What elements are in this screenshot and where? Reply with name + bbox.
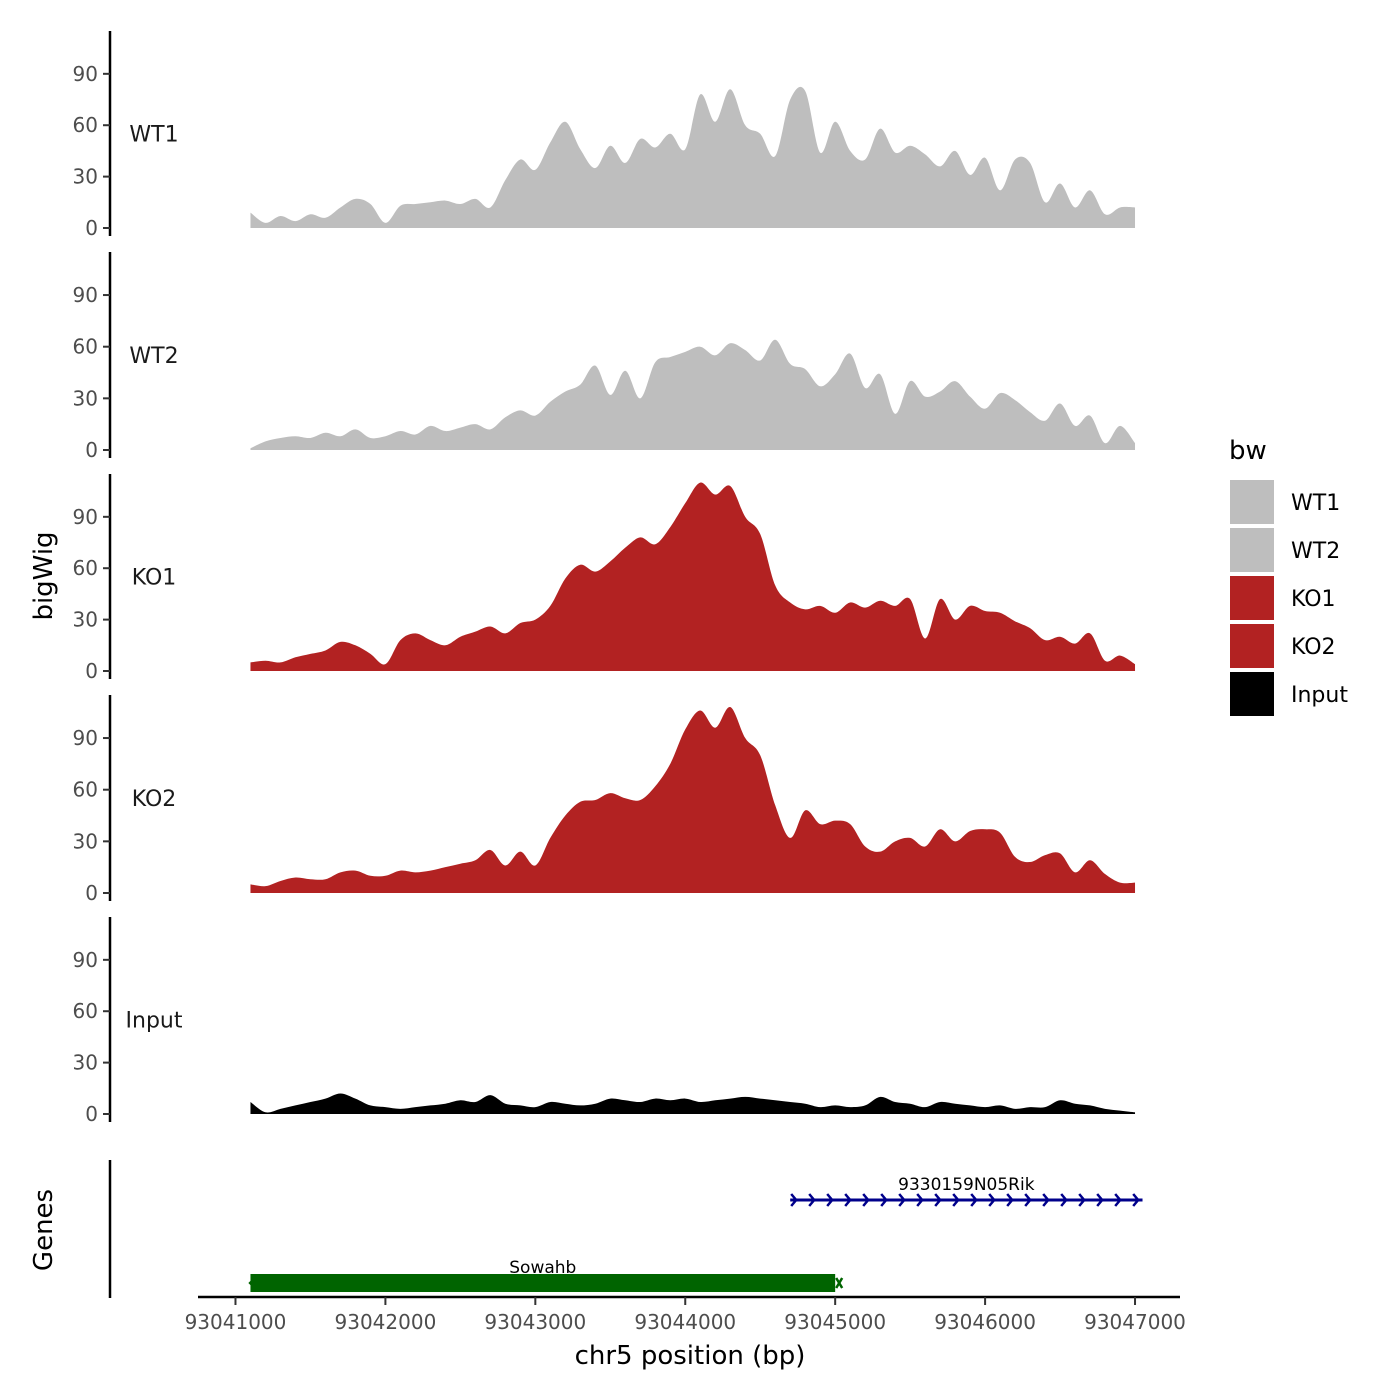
y-tick-label: 60: [73, 335, 98, 359]
genes-axis-title: Genes: [29, 1189, 59, 1271]
x-axis: 93041000 93042000 93043000 93044000 93045000…: [185, 1295, 1186, 1334]
legend-label: WT1: [1291, 491, 1340, 516]
gene-end-mark: [835, 1277, 844, 1289]
strand-arrow: [880, 1193, 888, 1207]
strand-arrow: [1114, 1193, 1122, 1207]
legend-label: KO2: [1291, 635, 1336, 660]
legend-item-ko1: KO1: [1230, 576, 1336, 620]
legend-label: KO1: [1291, 587, 1336, 612]
y-tick-label: 0: [85, 216, 98, 240]
x-tick-label: 93043000: [484, 1310, 586, 1334]
x-tick-label: 93047000: [1084, 1310, 1186, 1334]
legend-swatch: [1230, 672, 1274, 716]
strand-arrow: [808, 1193, 816, 1207]
strand-arrow: [790, 1193, 798, 1207]
strand-arrow: [1042, 1193, 1050, 1207]
legend-label: Input: [1291, 683, 1348, 708]
x-tick-label: 93044000: [634, 1310, 736, 1334]
track-label: WT2: [129, 344, 178, 369]
legend-item-wt1: WT1: [1230, 480, 1340, 524]
strand-arrow: [826, 1193, 834, 1207]
y-tick-label: 30: [73, 608, 98, 632]
track-label: KO1: [132, 566, 177, 591]
y-tick-label: 0: [85, 659, 98, 683]
strand-arrow: [934, 1193, 942, 1207]
y-tick-label: 60: [73, 113, 98, 137]
y-tick-label: 0: [85, 438, 98, 462]
y-tick-label: 60: [73, 556, 98, 580]
strand-arrow: [844, 1193, 852, 1207]
strand-arrow: [1096, 1193, 1104, 1207]
x-tick-label: 93046000: [934, 1310, 1036, 1334]
y-tick-label: 0: [85, 1102, 98, 1126]
x-axis-title: chr5 position (bp): [575, 1341, 806, 1371]
track-label: WT1: [129, 123, 178, 148]
legend-swatch: [1230, 576, 1274, 620]
gene-9330159n05rik: 9330159N05Rik: [790, 1175, 1143, 1207]
track-ko1: 0 30 60 90 KO1: [73, 474, 1136, 683]
strand-arrow: [1132, 1193, 1140, 1207]
track-wt2: 0 30 60 90 WT2: [73, 252, 1136, 462]
area-wt2: [250, 339, 1136, 450]
x-tick-label: 93045000: [784, 1310, 886, 1334]
y-tick-label: 90: [73, 726, 98, 750]
y-tick-label: 90: [73, 948, 98, 972]
strand-arrow: [862, 1193, 870, 1207]
legend-swatch: [1230, 480, 1274, 524]
legend: WT1 WT2 KO1 KO2 Input: [1230, 480, 1348, 716]
area-ko1: [250, 482, 1136, 671]
track-label: Input: [126, 1009, 183, 1034]
strand-arrow: [1078, 1193, 1086, 1207]
legend-item-wt2: WT2: [1230, 528, 1340, 572]
strand-arrow: [1006, 1193, 1014, 1207]
area-input: [250, 1093, 1136, 1114]
x-tick-label: 93042000: [335, 1310, 437, 1334]
y-tick-label: 90: [73, 62, 98, 86]
y-tick-label: 30: [73, 165, 98, 189]
area-ko2: [250, 706, 1136, 893]
legend-item-input: Input: [1230, 672, 1348, 716]
track-input: 0 30 60 90 Input: [73, 917, 1136, 1126]
strand-arrow: [248, 1275, 258, 1291]
y-axis-title: bigWig: [29, 531, 59, 620]
y-tick-label: 30: [73, 829, 98, 853]
gene-label: 9330159N05Rik: [898, 1175, 1035, 1195]
legend-title: bw: [1229, 436, 1267, 466]
y-tick-label: 90: [73, 283, 98, 307]
strand-arrow: [1060, 1193, 1068, 1207]
y-tick-label: 60: [73, 999, 98, 1023]
legend-label: WT2: [1291, 539, 1340, 564]
y-tick-label: 60: [73, 778, 98, 802]
strand-arrow: [916, 1193, 924, 1207]
legend-swatch: [1230, 624, 1274, 668]
legend-swatch: [1230, 528, 1274, 572]
gene-sowahb: Sowahb: [248, 1258, 844, 1292]
strand-arrow: [898, 1193, 906, 1207]
x-tick-label: 93041000: [185, 1310, 287, 1334]
strand-arrow: [1024, 1193, 1032, 1207]
y-tick-label: 0: [85, 881, 98, 905]
y-tick-label: 30: [73, 386, 98, 410]
gene-label: Sowahb: [509, 1258, 576, 1278]
track-ko2: 0 30 60 90 KO2: [73, 695, 1136, 905]
legend-item-ko2: KO2: [1230, 624, 1336, 668]
strand-arrow: [988, 1193, 996, 1207]
y-tick-label: 90: [73, 505, 98, 529]
track-label: KO2: [132, 787, 177, 812]
gene-exon-block: [250, 1274, 836, 1292]
genes-panel: 9330159N05Rik Sowahb: [108, 1160, 1143, 1298]
strand-arrow: [952, 1193, 960, 1207]
area-wt1: [250, 86, 1136, 228]
track-wt1: 0 30 60 90 WT1: [73, 31, 1136, 240]
signal-tracks: 0 30 60 90 WT1 0 30 60 90 WT2 0 30 60 90 KO1 0 30 60 90 KO2…: [73, 31, 1136, 1126]
strand-arrow: [970, 1193, 978, 1207]
y-tick-label: 30: [73, 1051, 98, 1075]
